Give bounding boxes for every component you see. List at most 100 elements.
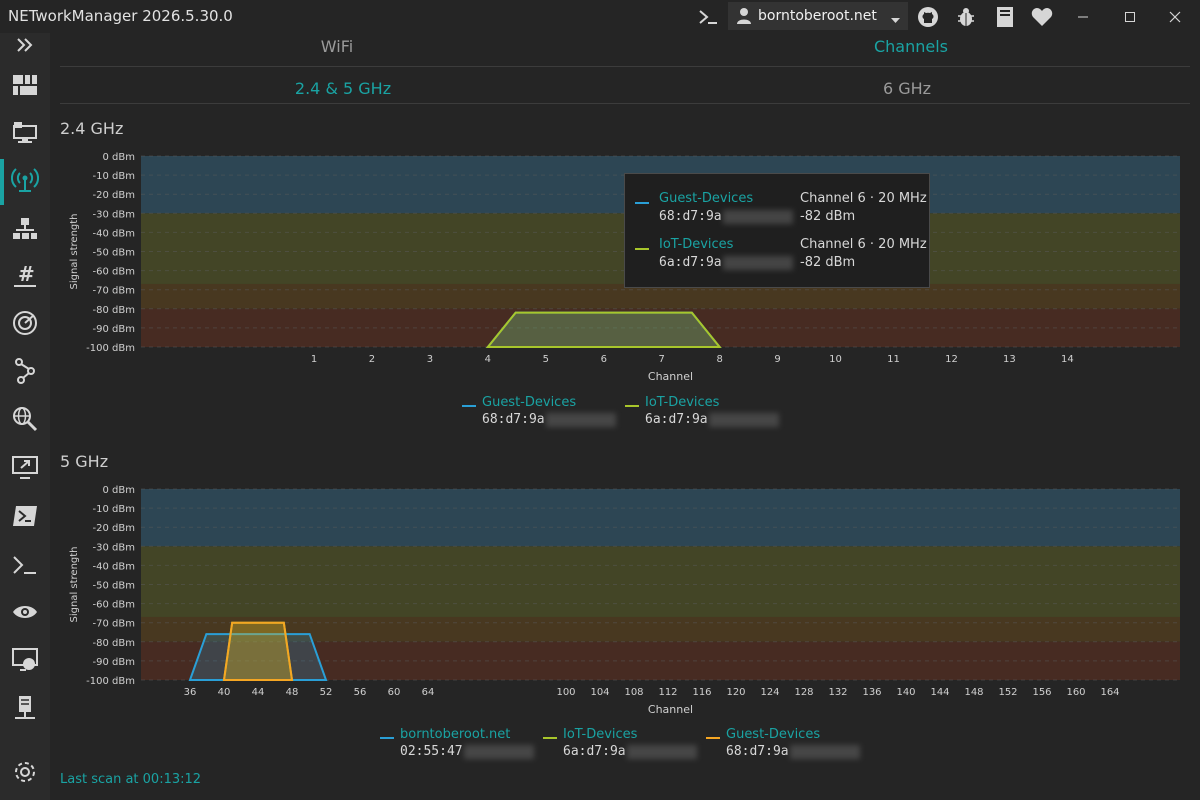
legend-swatch [635, 248, 649, 250]
sidebar-item-ping-monitor[interactable] [0, 594, 50, 634]
ping-monitor-icon [12, 603, 38, 625]
sidebar-item-settings[interactable] [0, 754, 50, 794]
chevron-down-icon [891, 10, 900, 29]
chart-tooltip: Guest-Devices 68:d7:9a Channel 6 · 20 MH… [624, 173, 930, 288]
terminal-icon [12, 555, 38, 579]
y-tick-label: -90 dBm [93, 657, 135, 668]
sidebar-item-dns-lookup[interactable] [0, 401, 50, 441]
bug-report-icon[interactable] [952, 4, 980, 29]
y-tick-label: -80 dBm [93, 638, 135, 649]
y-tick-label: -100 dBm [86, 676, 135, 687]
sidebar-item-network-interface[interactable] [0, 114, 50, 154]
legend-swatch [543, 737, 557, 739]
traceroute-icon [13, 358, 37, 388]
sidebar-item-remote-desktop[interactable] [0, 450, 50, 490]
x-tick-label: 7 [659, 354, 665, 365]
x-tick-label: 144 [930, 687, 949, 698]
tab-wifi[interactable]: WiFi [320, 37, 354, 56]
sidebar-item-wifi[interactable] [0, 162, 50, 202]
legend-5ghz: borntoberoot.net 02:55:47 IoT-Devices 6a:d7… [380, 727, 1180, 767]
y-axis-label: Signal strength [69, 213, 80, 289]
x-tick-label: 40 [218, 687, 231, 698]
tooltip-dbm: -82 dBm [800, 209, 856, 224]
minimize-button[interactable] [1060, 0, 1106, 33]
subtab-6-ghz[interactable]: 6 GHz [882, 79, 932, 98]
legend-swatch [706, 737, 720, 739]
documentation-icon[interactable] [991, 4, 1019, 29]
heart-icon[interactable] [1028, 4, 1056, 29]
y-tick-label: -40 dBm [93, 561, 135, 572]
signal-zone [141, 489, 1180, 547]
series-area-guest-devices [222, 621, 294, 681]
profile-selector[interactable]: borntoberoot.net [728, 2, 908, 30]
close-button[interactable] [1152, 0, 1198, 33]
legend-swatch [635, 202, 649, 204]
wifi-icon [10, 167, 40, 197]
sidebar-item-traceroute[interactable] [0, 353, 50, 393]
x-tick-label: 14 [1061, 354, 1074, 365]
tab-channels[interactable]: Channels [873, 37, 949, 56]
signal-zone [141, 546, 1180, 617]
redacted-mac [789, 744, 860, 759]
y-tick-label: -60 dBm [93, 600, 135, 611]
x-axis-label: Channel [648, 370, 693, 383]
x-tick-label: 104 [590, 687, 609, 698]
tab-separator [60, 66, 1190, 67]
bssid-prefix: 68:d7:9a [482, 412, 545, 427]
main-content: WiFi Channels 2.4 & 5 GHz 6 GHz 2.4 GHz … [50, 33, 1200, 800]
legend-item: Guest-Devices 68:d7:9a [462, 395, 616, 429]
bssid-prefix: 68:d7:9a [659, 209, 722, 224]
app-title: NETworkManager 2026.5.30.0 [8, 7, 233, 25]
sidebar-item-terminal[interactable] [0, 547, 50, 587]
legend-swatch [625, 405, 639, 407]
x-tick-label: 52 [320, 687, 333, 698]
x-tick-label: 56 [354, 687, 367, 698]
network-interface-icon [12, 120, 38, 148]
y-tick-label: -20 dBm [93, 190, 135, 201]
redacted-mac [463, 744, 534, 759]
redacted-mac [722, 209, 793, 224]
sidebar-item-subnet[interactable]: # [0, 258, 50, 298]
legend-ssid: borntoberoot.net [400, 727, 511, 742]
ip-scanner-icon [12, 217, 38, 245]
legend-item: Guest-Devices 68:d7:9a [706, 727, 860, 761]
legend-item: IoT-Devices 6a:d7:9a [543, 727, 697, 761]
sidebar-item-powershell[interactable] [0, 498, 50, 538]
sidebar-item-dashboard[interactable] [0, 67, 50, 107]
y-tick-label: -40 dBm [93, 228, 135, 239]
x-tick-label: 108 [624, 687, 643, 698]
y-tick-label: 0 dBm [103, 485, 136, 496]
tooltip-row: IoT-Devices 6a:d7:9a Channel 6 · 20 MHz … [625, 234, 931, 280]
x-tick-label: 156 [1032, 687, 1051, 698]
y-tick-label: -30 dBm [93, 542, 135, 553]
y-tick-label: -90 dBm [93, 324, 135, 335]
legend-bssid: 6a:d7:9a [563, 744, 697, 759]
sidebar-item-ip-scanner[interactable] [0, 211, 50, 251]
powershell-toolbar-icon[interactable] [694, 4, 722, 29]
band-5-title: 5 GHz [60, 452, 109, 471]
expand-sidebar-button[interactable] [0, 27, 50, 67]
x-tick-label: 100 [556, 687, 575, 698]
maximize-button[interactable] [1107, 0, 1153, 33]
tooltip-row: Guest-Devices 68:d7:9a Channel 6 · 20 MH… [625, 188, 931, 234]
band-2-4-title: 2.4 GHz [60, 119, 124, 138]
sidebar-item-server[interactable] [0, 690, 50, 730]
y-tick-label: -60 dBm [93, 267, 135, 278]
x-tick-label: 140 [896, 687, 915, 698]
redacted-mac [708, 412, 779, 427]
y-axis-label: Signal strength [69, 546, 80, 622]
legend-bssid: 68:d7:9a [482, 412, 616, 427]
legend-ssid: IoT-Devices [563, 727, 638, 742]
github-icon[interactable] [914, 4, 942, 29]
redacted-mac [626, 744, 697, 759]
tooltip-dbm: -82 dBm [800, 255, 856, 270]
sidebar-item-web-console[interactable] [0, 642, 50, 682]
x-tick-label: 164 [1100, 687, 1119, 698]
y-tick-label: -80 dBm [93, 305, 135, 316]
x-tick-label: 10 [829, 354, 842, 365]
y-tick-label: -10 dBm [93, 171, 135, 182]
subtab-2-4-5-ghz[interactable]: 2.4 & 5 GHz [294, 79, 392, 98]
sidebar-item-port-scanner[interactable] [0, 305, 50, 345]
x-tick-label: 148 [964, 687, 983, 698]
svg-text:#: # [18, 263, 35, 286]
